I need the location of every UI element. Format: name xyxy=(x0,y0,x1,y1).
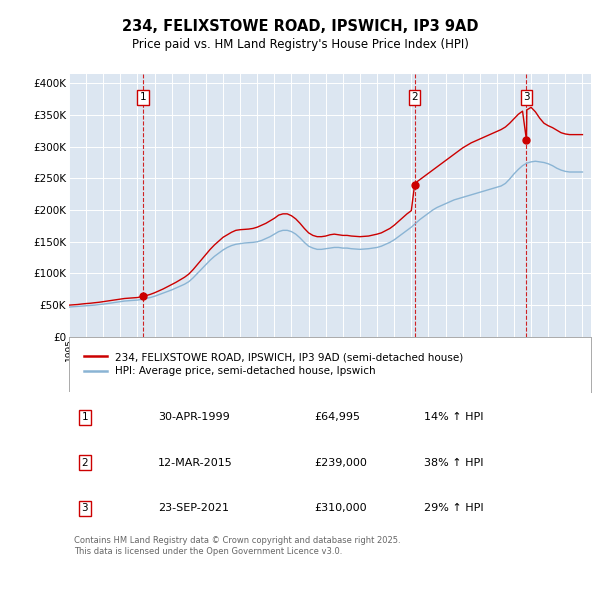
Text: Contains HM Land Registry data © Crown copyright and database right 2025.
This d: Contains HM Land Registry data © Crown c… xyxy=(74,536,401,556)
Text: £64,995: £64,995 xyxy=(314,412,361,422)
Text: Price paid vs. HM Land Registry's House Price Index (HPI): Price paid vs. HM Land Registry's House … xyxy=(131,38,469,51)
Legend: 234, FELIXSTOWE ROAD, IPSWICH, IP3 9AD (semi-detached house), HPI: Average price: 234, FELIXSTOWE ROAD, IPSWICH, IP3 9AD (… xyxy=(79,348,467,381)
Text: 23-SEP-2021: 23-SEP-2021 xyxy=(158,503,229,513)
Text: 3: 3 xyxy=(82,503,88,513)
Text: 1: 1 xyxy=(82,412,88,422)
Text: 1: 1 xyxy=(140,92,146,102)
Text: 234, FELIXSTOWE ROAD, IPSWICH, IP3 9AD: 234, FELIXSTOWE ROAD, IPSWICH, IP3 9AD xyxy=(122,19,478,34)
Text: 30-APR-1999: 30-APR-1999 xyxy=(158,412,229,422)
Text: 14% ↑ HPI: 14% ↑ HPI xyxy=(424,412,484,422)
Text: £239,000: £239,000 xyxy=(314,458,367,468)
Text: £310,000: £310,000 xyxy=(314,503,367,513)
Text: 38% ↑ HPI: 38% ↑ HPI xyxy=(424,458,484,468)
Text: 3: 3 xyxy=(523,92,530,102)
Text: 2: 2 xyxy=(82,458,88,468)
Text: 29% ↑ HPI: 29% ↑ HPI xyxy=(424,503,484,513)
Text: 12-MAR-2015: 12-MAR-2015 xyxy=(158,458,232,468)
Text: 2: 2 xyxy=(411,92,418,102)
